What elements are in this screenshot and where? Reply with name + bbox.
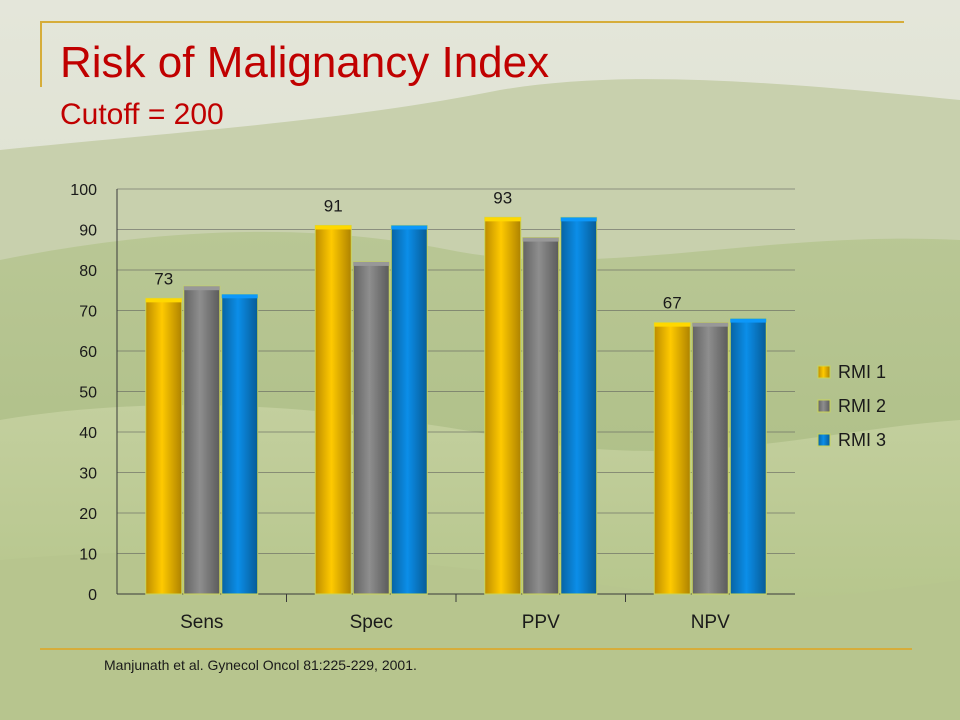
bar-rmi-2-npv bbox=[691, 322, 729, 595]
data-label: 91 bbox=[324, 196, 343, 215]
x-tick-label: Sens bbox=[180, 612, 223, 633]
legend-label: RMI 3 bbox=[838, 430, 886, 450]
bar-rmi-2-spec bbox=[352, 261, 390, 595]
x-tick-label: NPV bbox=[691, 612, 730, 633]
legend-swatch-rmi-1 bbox=[817, 365, 831, 379]
legend-swatch-rmi-2 bbox=[817, 399, 831, 413]
bar-rmi-3-ppv bbox=[560, 216, 598, 595]
legend-label: RMI 1 bbox=[838, 362, 886, 382]
data-label: 73 bbox=[154, 269, 173, 288]
bottom-rule bbox=[40, 648, 912, 650]
bar-top-cap bbox=[391, 225, 428, 230]
bar-rmi-3-sens bbox=[221, 293, 259, 595]
y-tick-label: 20 bbox=[79, 506, 97, 523]
bar-top-cap bbox=[145, 298, 182, 303]
slide-subtitle: Cutoff = 200 bbox=[60, 98, 224, 131]
bar-top-cap bbox=[183, 286, 220, 291]
data-label: 67 bbox=[663, 294, 682, 313]
bar-top-cap bbox=[484, 217, 521, 222]
bar-top-cap bbox=[522, 237, 559, 242]
left-rule bbox=[40, 21, 42, 87]
x-tick-label: PPV bbox=[522, 612, 560, 633]
legend-swatch-rmi-3 bbox=[817, 433, 831, 447]
legend-label: RMI 2 bbox=[838, 396, 886, 416]
bar-top-cap bbox=[221, 294, 258, 299]
bar-top-cap bbox=[560, 217, 597, 222]
bar-rmi-3-spec bbox=[390, 224, 428, 595]
bar-rmi-1-spec bbox=[314, 224, 352, 595]
bar-top-cap bbox=[730, 318, 767, 323]
y-tick-label: 10 bbox=[79, 547, 97, 564]
y-tick-label: 80 bbox=[79, 263, 97, 280]
slide-title: Risk of Malignancy Index bbox=[60, 38, 550, 87]
bar-top-cap bbox=[654, 322, 691, 327]
bar-rmi-2-ppv bbox=[522, 237, 560, 595]
bar-rmi-1-npv bbox=[653, 322, 691, 595]
y-tick-label: 50 bbox=[79, 385, 97, 402]
bar-top-cap bbox=[315, 225, 352, 230]
bar-rmi-3-npv bbox=[729, 318, 767, 595]
y-tick-label: 100 bbox=[70, 182, 97, 199]
y-tick-label: 0 bbox=[88, 587, 97, 604]
bar-top-cap bbox=[692, 322, 729, 327]
data-label: 93 bbox=[493, 188, 512, 207]
y-tick-label: 30 bbox=[79, 466, 97, 483]
y-tick-label: 40 bbox=[79, 425, 97, 442]
y-tick-label: 60 bbox=[79, 344, 97, 361]
citation: Manjunath et al. Gynecol Oncol 81:225-22… bbox=[104, 657, 417, 673]
bar-rmi-1-ppv bbox=[484, 216, 522, 595]
bar-rmi-1-sens bbox=[145, 297, 183, 595]
bar-top-cap bbox=[353, 261, 390, 266]
y-tick-label: 90 bbox=[79, 223, 97, 240]
x-tick-label: Spec bbox=[350, 612, 393, 633]
y-tick-label: 70 bbox=[79, 304, 97, 321]
bar-rmi-2-sens bbox=[183, 285, 221, 595]
top-rule bbox=[40, 21, 904, 23]
